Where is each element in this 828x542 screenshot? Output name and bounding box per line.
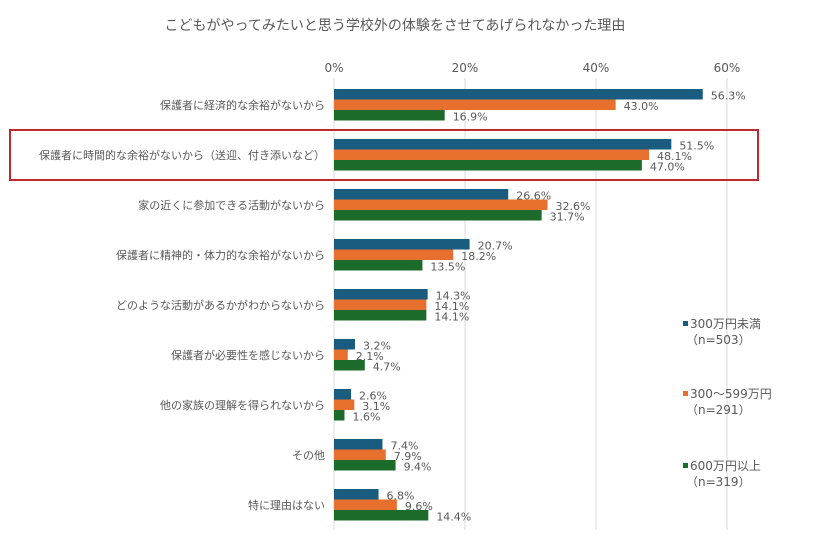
bar — [334, 189, 509, 200]
bar — [334, 410, 345, 421]
legend-swatch — [683, 463, 688, 468]
highlight-box — [9, 129, 759, 181]
bar — [334, 489, 379, 500]
legend: 300万円未満 （n=503） 300～599万円 （n=291） 600万円以上 （n=… — [683, 317, 772, 489]
legend-label: 300万円未満 — [690, 317, 761, 331]
chart-title: こどもがやってみたいと思う学校外の体験をさせてあげられなかった理由 — [165, 17, 626, 34]
data-label: 14.1% — [434, 300, 469, 313]
legend-n: （n=291） — [686, 403, 751, 417]
category-labels: 保護者に経済的な余裕がないから保護者に時間的な余裕がないから（送迎、付き添いなど… — [39, 98, 325, 512]
category-label: どのような活動があるかがわからないから — [116, 298, 325, 312]
category-label: 保護者に経済的な余裕がないから — [160, 98, 325, 112]
bar — [334, 89, 703, 100]
bar — [334, 149, 650, 160]
category-label: 他の家族の理解を得られないから — [160, 398, 325, 412]
bar — [334, 399, 355, 410]
legend-swatch — [683, 391, 688, 396]
data-label: 2.6% — [359, 389, 387, 402]
bar — [334, 139, 672, 150]
data-label: 6.8% — [387, 489, 415, 502]
data-label: 56.3% — [711, 89, 746, 102]
data-labels: 56.3% 43.0% 16.9% 51.5%48.1%47.0% 26.6% 32.6%… — [352, 89, 745, 523]
x-tick-label: 0% — [324, 61, 343, 75]
category-label: 保護者に時間的な余裕がないから（送迎、付き添いなど） — [39, 148, 325, 162]
bars — [334, 89, 703, 521]
bar — [334, 289, 428, 300]
data-label: 7.9% — [394, 450, 422, 463]
data-label: 7.4% — [390, 439, 418, 452]
bar — [334, 160, 642, 171]
highlight-rect — [9, 129, 759, 181]
data-label: 2.1% — [356, 350, 384, 363]
legend-label: 300～599万円 — [690, 387, 772, 401]
bar — [334, 199, 548, 210]
bar — [334, 239, 470, 250]
bar — [334, 210, 542, 221]
bar — [334, 310, 427, 321]
bar — [334, 339, 355, 350]
x-tick-label: 40% — [583, 61, 610, 75]
bar — [334, 449, 386, 460]
x-tick-label: 20% — [452, 61, 479, 75]
data-label: 3.2% — [363, 339, 391, 352]
legend-n: （n=503） — [686, 333, 751, 347]
data-label: 48.1% — [657, 150, 692, 163]
data-label: 4.7% — [373, 360, 401, 373]
bar — [334, 249, 454, 260]
data-label: 3.1% — [362, 400, 390, 413]
legend-swatch — [683, 321, 688, 326]
data-label: 14.4% — [436, 510, 471, 523]
bar — [334, 460, 396, 471]
data-label: 9.4% — [404, 460, 432, 473]
data-label: 31.7% — [550, 210, 585, 223]
category-label: 特に理由はない — [248, 498, 325, 512]
bar — [334, 260, 423, 271]
data-label: 26.6% — [516, 189, 551, 202]
data-label: 16.9% — [453, 110, 488, 123]
data-label: 47.0% — [650, 160, 685, 173]
bar — [334, 299, 427, 310]
x-axis-ticks: 0% 20% 40% 60% — [324, 61, 740, 75]
data-label: 51.5% — [679, 139, 714, 152]
bar — [334, 349, 348, 360]
data-label: 1.6% — [352, 410, 380, 423]
bar — [334, 439, 383, 450]
data-label: 9.6% — [405, 500, 433, 513]
data-label: 20.7% — [478, 239, 513, 252]
bar — [334, 499, 397, 510]
data-label: 14.1% — [434, 310, 469, 323]
legend-n: （n=319） — [686, 475, 751, 489]
bar — [334, 360, 365, 371]
bar — [334, 110, 445, 121]
bar — [334, 389, 352, 400]
bar — [334, 99, 616, 110]
data-label: 18.2% — [461, 250, 496, 263]
bar — [334, 510, 429, 521]
category-label: その他 — [292, 449, 325, 462]
data-label: 14.3% — [436, 289, 471, 302]
category-label: 保護者が必要性を感じないから — [171, 348, 325, 362]
data-label: 32.6% — [556, 200, 591, 213]
category-label: 家の近くに参加できる活動がないから — [138, 198, 325, 212]
data-label: 13.5% — [430, 260, 465, 273]
x-tick-label: 60% — [714, 61, 741, 75]
data-label: 43.0% — [624, 100, 659, 113]
legend-label: 600万円以上 — [690, 459, 761, 473]
category-label: 保護者に精神的・体力的な余裕がないから — [116, 248, 325, 262]
